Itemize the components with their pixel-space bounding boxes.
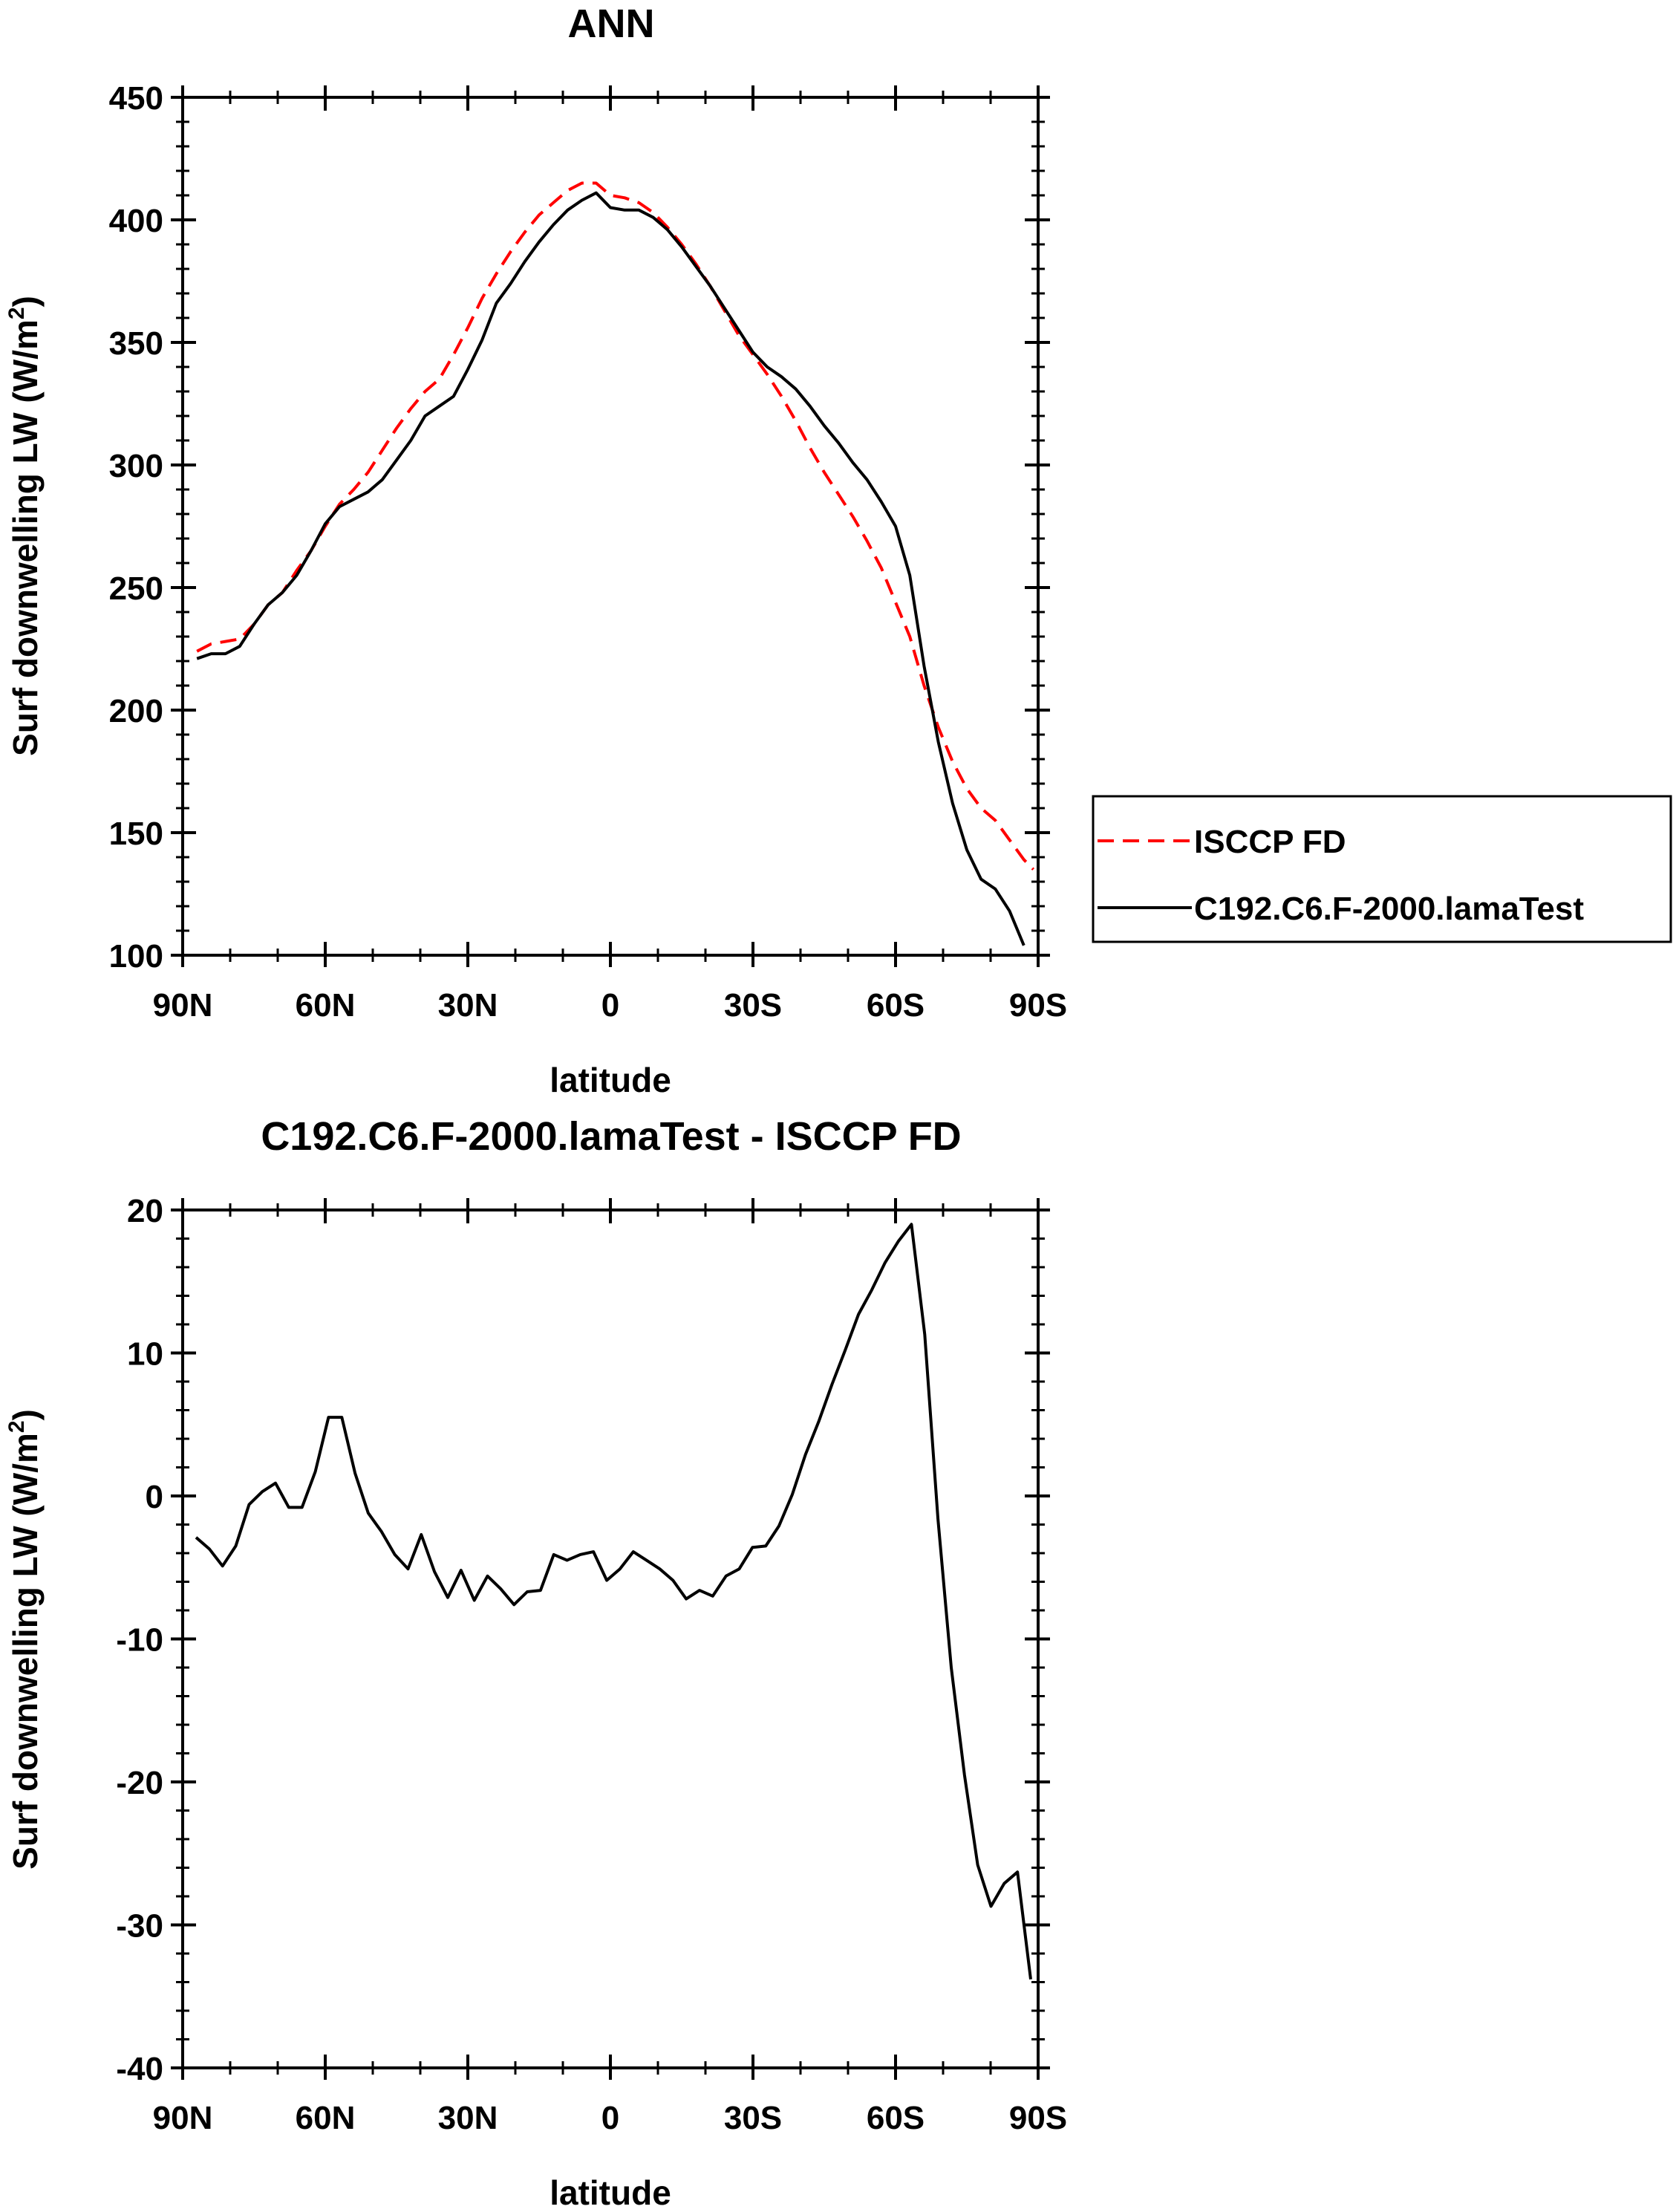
top-series-line-c192-c6-f-2000-lamatest [196,191,1026,946]
top-x-tick-label: 0 [601,987,619,1024]
bottom-y-tick-label: -20 [116,1765,163,1801]
bottom-panel-x-axis-label: latitude [550,2173,671,2212]
top-x-tick-label: 30N [438,987,498,1024]
top-panel-plot-frame [181,96,1040,957]
bottom-x-tick-label: 60S [867,2100,925,2136]
top-panel-x-axis-label: latitude [550,1061,671,1099]
bottom-panel-title: C192.C6.F-2000.lamaTest - ISCCP FD [261,1114,961,1159]
bottom-panel-series [195,1223,1032,1980]
top-x-tick-label: 90S [1009,987,1067,1024]
bottom-panel-ticks [171,1198,1050,2080]
top-panel-series [196,181,1035,946]
top-y-tick-label: 450 [109,80,163,117]
bottom-x-tick-label: 90S [1009,2100,1067,2136]
top-panel: ANN 100 150 200 250 300 350 400 450 90N 60N 30N 0 30… [4,1,1672,1099]
bottom-x-tick-label: 90N [153,2100,213,2136]
bottom-y-tick-label: 10 [127,1336,163,1373]
bottom-panel-plot-frame [181,1209,1040,2069]
bottom-panel: C192.C6.F-2000.lamaTest - ISCCP FD -40 -3… [4,1114,1067,2212]
bottom-y-tick-label: -30 [116,1908,163,1945]
bottom-y-tick-label: 0 [146,1479,163,1515]
top-x-tick-label: 30S [724,987,782,1024]
top-panel-title: ANN [568,1,655,46]
bottom-x-tick-label: 30N [438,2100,498,2136]
top-panel-ticks [171,85,1050,967]
top-y-tick-label: 250 [109,570,163,607]
top-y-tick-label: 350 [109,325,163,362]
bottom-x-tick-label: 30S [724,2100,782,2136]
bottom-panel-tick-labels: -40 -30 -20 -10 0 10 20 90N 60N 30N 0 30S 60S 90S [116,1193,1067,2136]
top-panel-y-axis-label: Surf downwelling LW (W/m2) [4,296,45,756]
legend-label-model: C192.C6.F-2000.lamaTest [1194,891,1584,927]
top-y-tick-label: 150 [109,816,163,852]
bottom-x-tick-label: 60N [296,2100,356,2136]
legend-box [1092,795,1672,943]
top-y-tick-label: 300 [109,448,163,484]
bottom-y-tick-label: 20 [127,1193,163,1229]
bottom-x-tick-label: 0 [601,2100,619,2136]
top-y-tick-label: 200 [109,693,163,729]
top-x-tick-label: 60N [296,987,356,1024]
bottom-series-line-c192-c6-f-2000-lamatest-isccp-fd [195,1223,1032,1980]
top-panel-tick-labels: 100 150 200 250 300 350 400 450 90N 60N 30N 0 30S 60S… [109,80,1068,1024]
legend: ISCCP FD C192.C6.F-2000.lamaTest [1092,795,1672,943]
bottom-y-tick-label: -40 [116,2051,163,2087]
bottom-panel-y-axis-label: Surf downwelling LW (W/m2) [4,1409,45,1870]
top-y-tick-label: 400 [109,203,163,239]
bottom-y-tick-label: -10 [116,1622,163,1659]
top-x-tick-label: 60S [867,987,925,1024]
top-x-tick-label: 90N [153,987,213,1024]
legend-label-isccp: ISCCP FD [1194,824,1346,860]
top-y-tick-label: 100 [109,938,163,975]
